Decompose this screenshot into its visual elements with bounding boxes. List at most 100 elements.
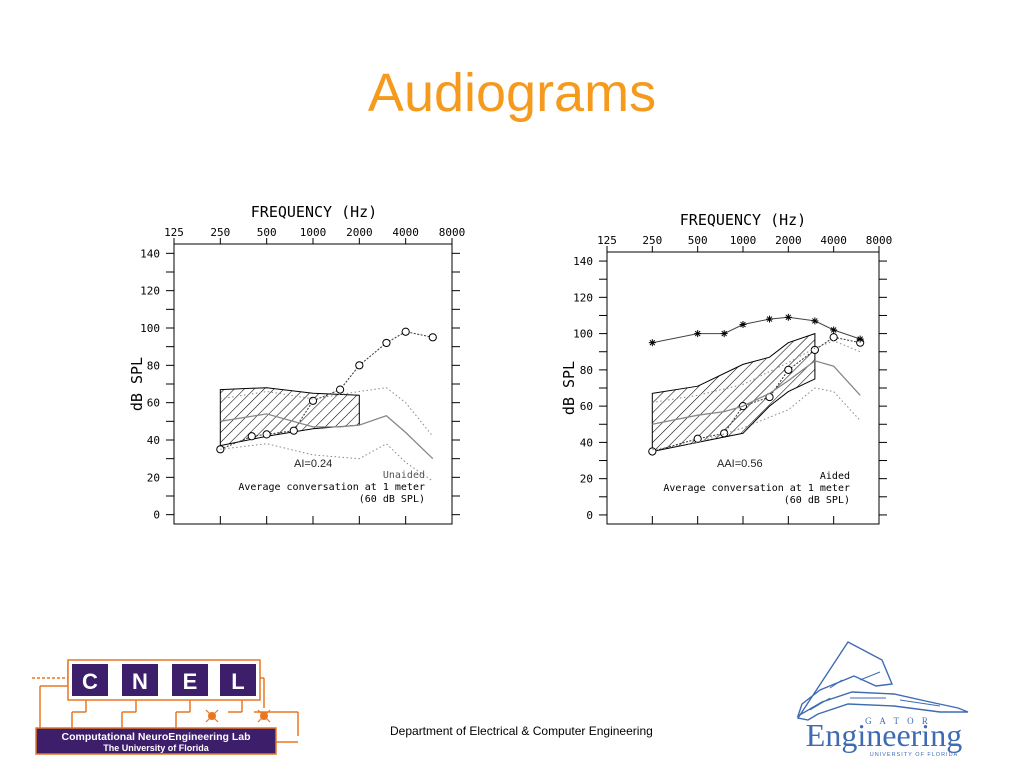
cnel-university: The University of Florida — [103, 743, 210, 753]
x-tick-label: 4000 — [392, 226, 419, 239]
plot-frame — [173, 243, 453, 525]
cnel-logo: C N E L Computational NeuroEngineering L… — [32, 659, 299, 755]
x-tick-labels: 125 250 500 1000 2000 4000 8000 — [164, 226, 465, 239]
speech-mean-line — [652, 360, 861, 425]
threshold-point — [810, 345, 819, 355]
frequency-title: FREQUENCY (Hz) — [251, 203, 377, 221]
x-tick-label: 8000 — [439, 226, 466, 239]
cnel-letter-l: L — [231, 669, 244, 694]
y-tick-label: 60 — [580, 400, 593, 413]
x-tick-label: 2000 — [346, 226, 373, 239]
x-tick-label: 4000 — [820, 234, 847, 247]
cnel-letter-c: C — [82, 669, 98, 694]
slide-title: Audiograms — [367, 63, 657, 123]
y-tick-label: 120 — [573, 291, 593, 304]
speech-upper-line — [652, 340, 861, 403]
cnel-banner — [35, 727, 277, 755]
x-tick-label: 1000 — [730, 234, 757, 247]
y-tick-label: 20 — [580, 473, 593, 486]
y-tick-label: 140 — [573, 255, 593, 268]
threshold-line — [220, 331, 433, 450]
y-tick-label: 0 — [153, 509, 160, 522]
threshold-point — [784, 365, 793, 374]
neuron-icon — [205, 709, 271, 723]
y-tick-label: 20 — [147, 471, 160, 484]
condition-label: Aided — [820, 471, 850, 482]
articulation-index: AI=0.24 — [294, 458, 332, 470]
y-tick-label: 0 — [586, 509, 593, 522]
speech-region — [219, 387, 360, 447]
threshold-point — [355, 361, 364, 370]
discomfort-point — [784, 313, 792, 321]
speech-mean-line — [220, 413, 434, 460]
discomfort-point — [694, 330, 702, 338]
threshold-point — [720, 429, 729, 438]
discomfort-point — [811, 317, 819, 325]
y-tick-label: 100 — [573, 328, 593, 341]
y-axis-label: dB SPL — [128, 357, 146, 411]
y-tick-label: 60 — [147, 397, 160, 410]
x-tick-label: 500 — [688, 234, 708, 247]
threshold-point — [289, 426, 298, 435]
x-tick-label: 125 — [164, 226, 184, 239]
speech-lower-line — [220, 443, 434, 482]
speech-upper-line — [220, 387, 434, 437]
frequency-title: FREQUENCY (Hz) — [680, 211, 806, 229]
threshold-point — [428, 333, 437, 342]
threshold-point — [382, 338, 391, 348]
caption-line-1: Average conversation at 1 meter — [663, 483, 850, 494]
x-tick-label: 250 — [210, 226, 230, 239]
threshold-point — [829, 333, 838, 342]
x-tick-label: 8000 — [866, 234, 893, 247]
footer-department: Department of Electrical & Computer Engi… — [390, 724, 653, 738]
gator-engineering-word: Engineering — [806, 717, 962, 753]
y-tick-label: 120 — [140, 285, 160, 298]
y-tick-label: 80 — [580, 364, 593, 377]
audiogram-aided: FREQUENCY (Hz) 125 250 500 1000 2000 4000 8000… — [560, 211, 892, 525]
caption-line-1: Average conversation at 1 meter — [238, 482, 425, 493]
discomfort-line — [652, 316, 861, 344]
caption-line-2: (60 dB SPL) — [784, 495, 850, 506]
x-tick-label: 500 — [257, 226, 277, 239]
y-tick-labels: 0 20 40 60 80 100 120 140 — [573, 255, 593, 522]
x-tick-labels: 125 250 500 1000 2000 4000 8000 — [597, 234, 892, 247]
threshold-point — [401, 327, 410, 336]
caption-line-2: (60 dB SPL) — [359, 494, 425, 505]
threshold-point — [262, 430, 271, 439]
y-tick-label: 100 — [140, 322, 160, 335]
threshold-point — [336, 385, 345, 394]
plot-frame — [606, 251, 880, 525]
y-tick-label: 40 — [147, 434, 160, 447]
y-tick-labels: 0 20 40 60 80 100 120 140 — [140, 247, 160, 521]
x-tick-label: 250 — [642, 234, 662, 247]
gator-engineering-logo: G A T O R Engineering UNIVERSITY OF FLOR… — [796, 641, 969, 758]
gator-tagline: UNIVERSITY OF FLORIDA — [870, 752, 958, 758]
cnel-letter-n: N — [132, 669, 148, 694]
discomfort-point — [766, 315, 774, 323]
discomfort-point — [739, 321, 747, 329]
gator-top-letters: G A T O R — [865, 716, 931, 726]
x-tick-label: 1000 — [300, 226, 327, 239]
y-tick-label: 40 — [580, 436, 593, 449]
threshold-point — [247, 432, 256, 441]
cnel-letter-e: E — [183, 669, 198, 694]
y-tick-label: 140 — [140, 247, 160, 260]
discomfort-point — [856, 335, 864, 343]
threshold-point — [648, 447, 657, 456]
discomfort-point — [830, 326, 838, 334]
condition-label: Unaided — [383, 470, 425, 481]
x-tick-label: 125 — [597, 234, 617, 247]
gator-icon — [796, 641, 969, 721]
y-tick-label: 80 — [147, 359, 160, 372]
audiogram-unaided: FREQUENCY (Hz) 125 250 500 1000 2000 4000 8000… — [128, 203, 465, 525]
discomfort-point — [648, 339, 656, 347]
discomfort-point — [720, 330, 728, 338]
threshold-point — [693, 434, 702, 443]
axis-ticks — [166, 238, 460, 524]
letter-tiles: C N E L — [72, 664, 256, 696]
speech-region — [651, 332, 816, 453]
y-axis-label: dB SPL — [560, 361, 578, 415]
articulation-index: AAI=0.56 — [717, 458, 763, 470]
x-tick-label: 2000 — [775, 234, 802, 247]
cnel-lab-name: Computational NeuroEngineering Lab — [61, 731, 250, 743]
